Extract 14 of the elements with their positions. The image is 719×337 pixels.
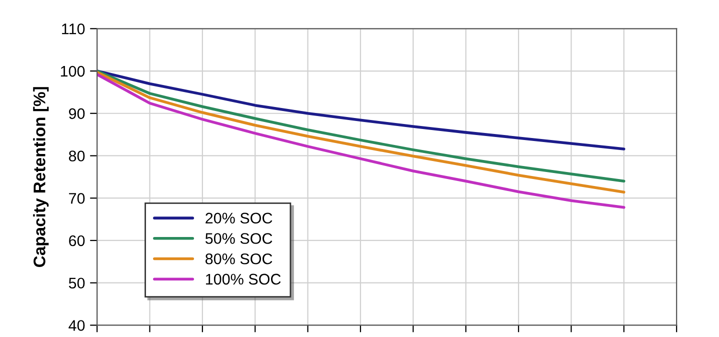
y-tick-label: 60 <box>69 235 85 246</box>
line-series <box>97 70 626 150</box>
y-tick-label: 90 <box>68 108 85 120</box>
y-tick-label: 100 <box>60 66 85 77</box>
y-axis-title: Capacity Retention [%] <box>33 87 49 267</box>
y-tick-label: 70 <box>69 192 85 204</box>
legend-label: 80% SOC <box>206 253 272 264</box>
legend-label: 50% SOC <box>205 233 272 244</box>
y-tick-label: 50 <box>68 278 85 289</box>
y-tick-label: 80 <box>68 150 85 162</box>
y-tick-label: 110 <box>62 24 85 34</box>
legend-label: 100% SOC <box>206 274 281 285</box>
legend-label: 20% SOC <box>206 212 272 224</box>
y-tick-label: 40 <box>68 320 85 331</box>
